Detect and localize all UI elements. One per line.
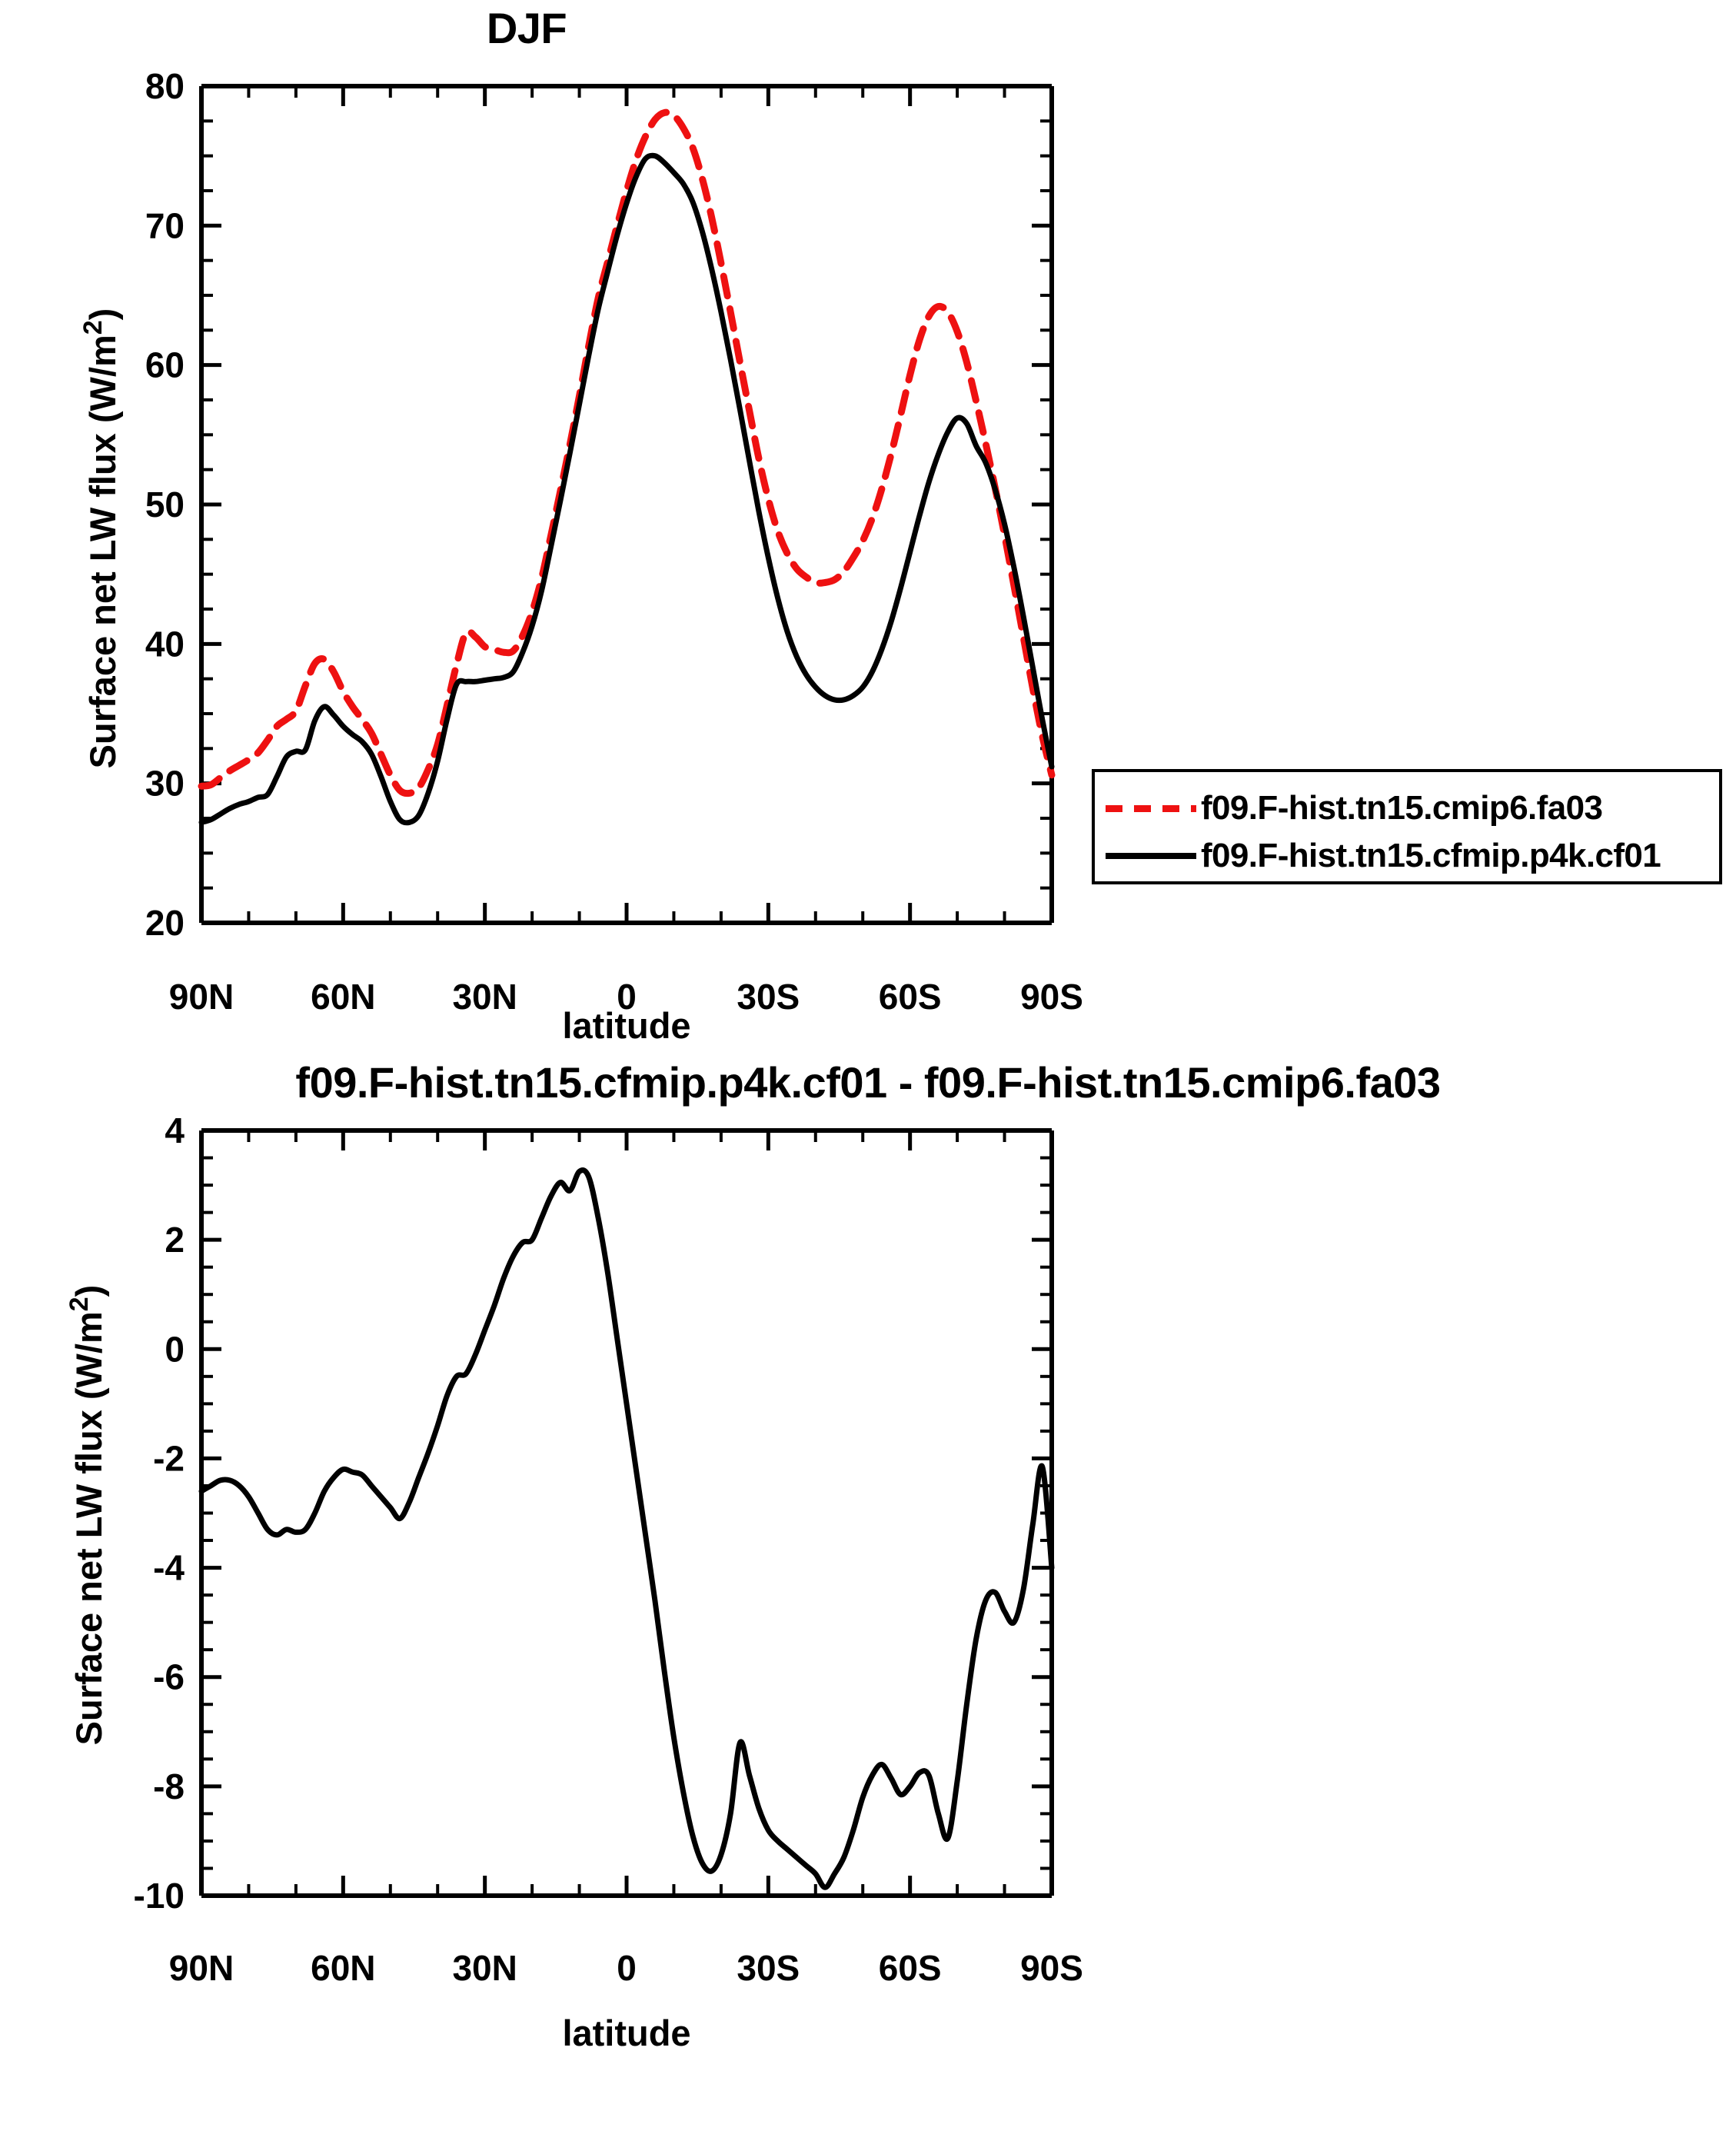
y-tick-label: 0 [165,1329,185,1369]
y-tick-label: -10 [134,1876,185,1916]
bottom-plot-series [198,1167,1055,1890]
legend-item-1: f09.F-hist.tn15.cfmip.p4k.cf01 [1095,831,1719,881]
x-tick-label: 30S [737,977,800,1017]
y-tick-label: 30 [145,764,185,804]
top-axis-tick-labels: 90N 60N 30N 0 30S 60S 90S 80 70 60 50 40 30 20 [145,66,1083,1017]
x-tick-label: 0 [617,977,637,1017]
x-tick-label: 0 [617,1948,637,1988]
x-tick-label: 30S [737,1948,800,1988]
series-1-line [198,152,1055,826]
y-tick-label: 70 [145,205,185,245]
y-tick-label: 60 [145,345,185,385]
legend-label-1: f09.F-hist.tn15.cfmip.p4k.cf01 [1201,837,1661,874]
y-tick-label: 80 [145,66,185,106]
series-0-line [198,1167,1055,1890]
x-tick-label: 90S [1020,977,1083,1017]
legend-swatch-dashed-icon [1106,804,1196,812]
legend: f09.F-hist.tn15.cmip6.fa03 f09.F-hist.tn… [1092,769,1722,884]
legend-swatch-solid-icon [1106,853,1196,859]
difference-plot-title: f09.F-hist.tn15.cfmip.p4k.cf01 - f09.F-h… [295,1058,1441,1107]
y-tick-label: -8 [153,1766,185,1806]
bottom-axis-frame [199,1128,1054,1898]
top-plot-title: DJF [486,4,567,52]
series-0-line [198,108,1056,797]
bottom-axis-ticks [199,1128,1054,1898]
y-tick-label: 20 [145,903,185,943]
top-ylabel-group: Surface net LW flux (W/m2) [78,308,123,769]
y-tick-label: -6 [153,1657,185,1697]
y-tick-label: 40 [145,624,185,664]
x-tick-label: 60N [311,1948,375,1988]
top-axis-ticks [199,84,1054,925]
x-tick-label: 90N [169,977,234,1017]
top-xlabel: latitude [562,1005,690,1046]
top-ylabel: Surface net LW flux (W/m2) [78,308,123,769]
y-tick-label: -4 [153,1548,185,1588]
legend-item-0: f09.F-hist.tn15.cmip6.fa03 [1095,783,1719,834]
x-tick-label: 60S [879,1948,942,1988]
bottom-axis-tick-labels: 90N 60N 30N 0 30S 60S 90S 4 2 0 -2 -4 -6 -8 -10 [134,1110,1083,1988]
x-tick-label: 90N [169,1948,234,1988]
legend-label-0: f09.F-hist.tn15.cmip6.fa03 [1201,789,1603,827]
x-tick-label: 30N [452,1948,517,1988]
y-tick-label: 2 [165,1220,185,1260]
x-tick-label: 60S [879,977,942,1017]
y-tick-label: -2 [153,1438,185,1478]
x-tick-label: 60N [311,977,375,1017]
bottom-xlabel: latitude [562,2013,690,2053]
bottom-ylabel-group: Surface net LW flux (W/m2) [65,1285,109,1746]
bottom-plot-svg: 90N 60N 30N 0 30S 60S 90S 4 2 0 -2 -4 -6 -8 -10 Surfac… [65,1110,1083,2053]
bottom-plot-panel: 90N 60N 30N 0 30S 60S 90S 4 2 0 -2 -4 -6 -8 -10 Surfac… [0,1061,1736,2131]
top-plot-svg: 90N 60N 30N 0 30S 60S 90S 80 70 60 50 40 30 20 Surfac… [78,66,1083,1046]
x-tick-label: 90S [1020,1948,1083,1988]
top-plot-series [198,108,1056,826]
bottom-ylabel: Surface net LW flux (W/m2) [65,1285,109,1746]
y-tick-label: 4 [165,1110,185,1150]
y-tick-label: 50 [145,484,185,524]
x-tick-label: 30N [452,977,517,1017]
top-plot-panel: DJF 90N 60N 30N 0 30S 60S 90S 80 70 60 50 40 30 20 Su… [0,0,1736,1061]
